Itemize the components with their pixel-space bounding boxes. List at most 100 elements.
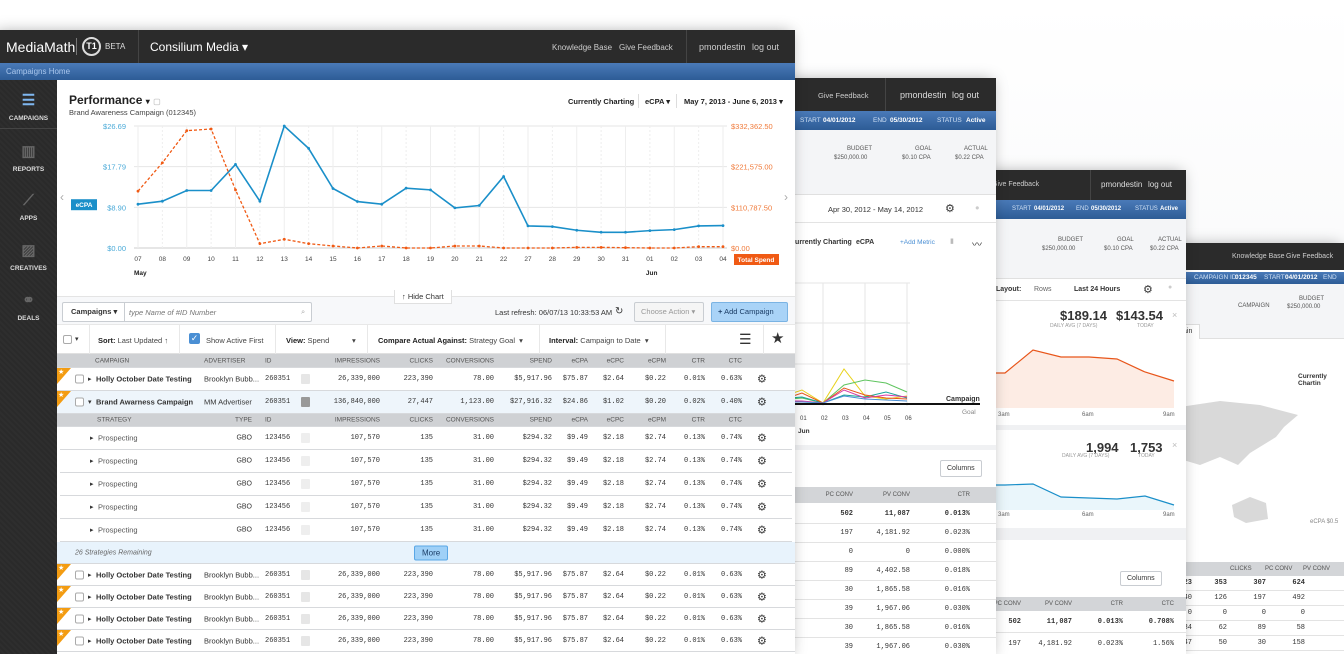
organization-dropdown[interactable]: Consilium Media ▾ <box>150 40 249 54</box>
table-row[interactable]: 502 11,087 0.013% 0.708% <box>990 611 1186 633</box>
columns-button[interactable]: Columns <box>940 460 982 477</box>
give-feedback-link[interactable]: Give Feedback <box>1286 253 1334 260</box>
chart-prev-arrow-icon[interactable]: ‹ <box>60 190 64 204</box>
give-feedback-link[interactable]: Give Feedback <box>619 43 673 52</box>
choose-action-dropdown[interactable]: Choose Action ▾ <box>634 302 704 322</box>
campaign-name[interactable]: Holly October Date Testing <box>96 374 192 384</box>
table-row-campaign[interactable]: ★ ▾ Brand Awarness Campaign MM Advertiser 26… <box>57 391 795 414</box>
give-feedback-link[interactable]: Give Feedback <box>818 91 869 100</box>
mini-chart-icon[interactable] <box>301 635 310 646</box>
favorite-flag[interactable]: ★ <box>57 630 71 646</box>
strategy-name[interactable]: Prospecting <box>98 433 138 443</box>
hide-chart-button[interactable]: ↑ Hide Chart <box>394 290 452 304</box>
page-title[interactable]: Performance ▾ ▢ <box>69 93 161 107</box>
favorite-flag[interactable]: ★ <box>57 368 71 384</box>
metric-dropdown[interactable]: eCPA <box>856 239 875 246</box>
logout-link[interactable]: log out <box>1148 180 1173 189</box>
date-range-dropdown[interactable]: Apr 30, 2012 - May 14, 2012 <box>828 205 924 214</box>
settings-gear-icon[interactable]: ⚙ <box>757 591 767 603</box>
close-icon[interactable]: × <box>1172 310 1178 320</box>
metric-dropdown[interactable]: eCPA ▾ <box>645 97 671 106</box>
breadcrumb-campaigns-home[interactable]: Campaigns Home <box>6 67 71 76</box>
sidebar-item-reports[interactable]: ▥ REPORTS <box>0 144 57 174</box>
settings-gear-icon[interactable]: ⚙ <box>945 203 955 215</box>
mini-chart-icon[interactable] <box>301 613 310 624</box>
expand-caret-icon[interactable]: ▸ <box>88 593 92 601</box>
search-input[interactable] <box>129 304 299 320</box>
info-icon[interactable]: ● <box>975 203 980 212</box>
add-metric-link[interactable]: +Add Metric <box>900 239 935 246</box>
campaign-name[interactable]: Holly October Date Testing <box>96 636 192 645</box>
sidebar-item-deals[interactable]: ⚭ DEALS <box>0 293 57 323</box>
table-row[interactable]: 47 50 30 158 <box>1180 636 1344 651</box>
favorite-flag[interactable]: ★ <box>57 608 71 624</box>
row-checkbox[interactable] <box>75 397 84 407</box>
mini-chart-icon[interactable] <box>301 569 310 580</box>
row-checkbox[interactable] <box>75 374 84 384</box>
table-row-strategy[interactable]: ▸ Prospecting GBO 123456 107,570 135 31.00 $294… <box>60 519 792 542</box>
mini-chart-icon[interactable] <box>301 591 310 602</box>
table-row-campaign[interactable]: ★ ▸ Holly October Date Testing Brooklyn Bub… <box>57 586 795 608</box>
settings-gear-icon[interactable]: ⚙ <box>757 455 767 468</box>
table-row-strategy[interactable]: ▸ Prospecting GBO 123456 107,570 135 31.00 $294… <box>60 450 792 473</box>
logout-link[interactable]: log out <box>952 90 980 100</box>
sidebar-item-apps[interactable]: ⟋ APPS <box>0 193 57 223</box>
expand-caret-icon[interactable]: ▸ <box>90 527 94 534</box>
scope-dropdown[interactable]: Campaigns ▾ <box>63 303 125 321</box>
mini-chart-icon[interactable] <box>301 502 310 512</box>
bar-chart-icon[interactable]: ▮ <box>950 238 954 245</box>
mini-chart-icon[interactable] <box>301 479 310 489</box>
favorites-star-icon[interactable]: ★ <box>771 330 785 347</box>
mini-chart-icon[interactable] <box>301 525 310 535</box>
table-row-strategy[interactable]: ▸ Prospecting GBO 123456 107,570 135 31.00 $294… <box>60 427 792 450</box>
username[interactable]: pmondestin <box>699 42 746 52</box>
mini-chart-icon[interactable] <box>301 433 310 443</box>
settings-gear-icon[interactable]: ⚙ <box>757 501 767 514</box>
info-icon[interactable]: ● <box>1168 284 1173 291</box>
compare-dropdown[interactable]: Compare Actual Against: Strategy Goal ▾ <box>378 336 523 345</box>
table-row-campaign[interactable]: ★ ▸ Holly October Date Testing Brooklyn Bub… <box>57 630 795 652</box>
add-campaign-button[interactable]: + Add Campaign <box>711 302 788 322</box>
row-checkbox[interactable] <box>75 614 84 623</box>
row-checkbox[interactable] <box>75 636 84 645</box>
campaign-name[interactable]: Holly October Date Testing <box>96 570 192 579</box>
username[interactable]: pmondestin <box>1101 180 1143 189</box>
table-row[interactable]: 2894,402.580.018% <box>790 562 996 581</box>
interval-dropdown[interactable]: Interval: Campaign to Date ▾ <box>549 336 649 345</box>
sidebar-item-campaigns[interactable]: ☰ CAMPAIGNS <box>0 93 57 129</box>
table-row[interactable]: 3391,967.060.030% <box>790 600 996 619</box>
expand-caret-icon[interactable]: ▸ <box>88 376 92 383</box>
expand-caret-icon[interactable]: ▾ <box>88 399 92 406</box>
view-dropdown[interactable]: View: Spend ▾ <box>286 336 356 345</box>
row-checkbox[interactable] <box>75 570 84 579</box>
table-row-campaign[interactable]: ★ ▸ Holly October Date Testing Brooklyn Bub… <box>57 368 795 391</box>
settings-gear-icon[interactable]: ⚙ <box>757 478 767 491</box>
table-row[interactable]: 197 4,181.92 0.023% 1.56% <box>990 633 1186 654</box>
table-row-strategy[interactable]: ▸ Prospecting GBO 123456 107,570 135 31.00 $294… <box>60 496 792 519</box>
settings-gear-icon[interactable]: ⚙ <box>757 373 767 386</box>
settings-gear-icon[interactable]: ⚙ <box>757 613 767 625</box>
refresh-icon[interactable]: ↻ <box>615 306 624 317</box>
expand-caret-icon[interactable]: ▸ <box>90 481 94 488</box>
campaign-name[interactable]: Brand Awarness Campaign <box>96 397 194 407</box>
select-menu-caret-icon[interactable]: ▾ <box>75 336 79 343</box>
row-checkbox[interactable] <box>75 592 84 601</box>
expand-caret-icon[interactable]: ▸ <box>90 458 94 465</box>
table-row[interactable]: 51974,181.920.023% <box>790 524 996 543</box>
more-button[interactable]: More <box>414 545 449 560</box>
show-active-checkbox[interactable]: ✓ <box>189 333 200 344</box>
settings-gear-icon[interactable]: ⚙ <box>757 569 767 581</box>
copy-icon[interactable]: ▢ <box>153 97 161 106</box>
expand-caret-icon[interactable]: ▸ <box>88 637 92 645</box>
settings-gear-icon[interactable]: ⚙ <box>757 524 767 537</box>
strategy-name[interactable]: Prospecting <box>98 456 138 466</box>
table-row[interactable]: 0 0 0 0 <box>1180 606 1344 621</box>
settings-gear-icon[interactable]: ⚙ <box>757 396 767 409</box>
close-icon[interactable]: × <box>1172 440 1178 450</box>
mini-chart-icon[interactable] <box>301 397 310 407</box>
range-dropdown[interactable]: Last 24 Hours <box>1074 286 1121 293</box>
table-row-strategy[interactable]: ▸ Prospecting GBO 123456 107,570 135 31.00 $294… <box>60 473 792 496</box>
